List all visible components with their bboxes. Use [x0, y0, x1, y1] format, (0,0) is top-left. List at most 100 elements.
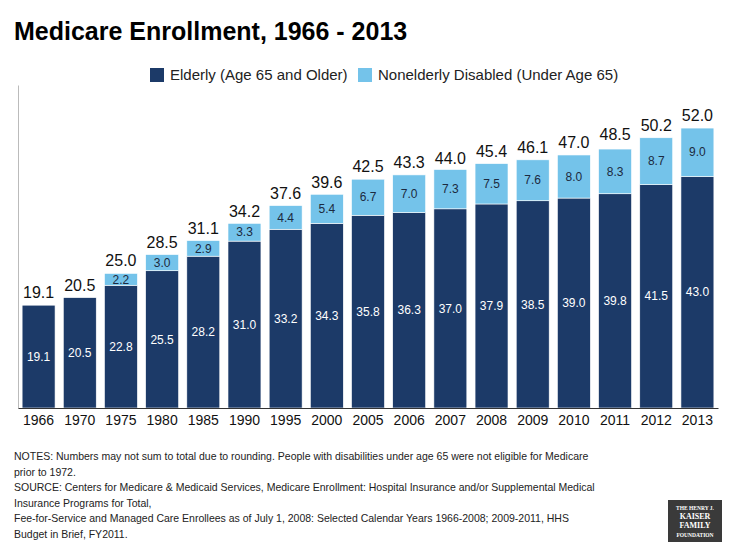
data-label: 20.5: [68, 346, 92, 360]
logo: THE HENRY J.KAISERFAMILYFOUNDATION: [668, 500, 722, 542]
data-label: 35.8: [356, 305, 380, 319]
x-tick: 2008: [476, 408, 507, 428]
x-tick: 2009: [517, 408, 548, 428]
total-label: 50.2: [641, 117, 672, 134]
data-label: 8.7: [648, 154, 665, 168]
bar-segment: [146, 271, 179, 408]
total-label: 43.3: [394, 154, 425, 171]
x-tick-label: 2000: [311, 412, 342, 428]
logo-text: FOUNDATION: [676, 532, 713, 538]
bar-segment: [228, 241, 261, 408]
x-tick: 2005: [352, 408, 383, 428]
bar-segment: [63, 298, 96, 408]
x-tick: 2000: [311, 408, 342, 428]
x-tick-label: 2013: [682, 412, 713, 428]
total-label: 31.1: [188, 220, 219, 237]
bar-segment: [599, 149, 632, 194]
data-label: 7.0: [401, 187, 418, 201]
total-label: 37.6: [270, 185, 301, 202]
data-label: 31.0: [233, 318, 257, 332]
x-tick: 2007: [435, 408, 466, 428]
total-label: 39.6: [311, 174, 342, 191]
x-tick-label: 2008: [476, 412, 507, 428]
data-label: 39.0: [562, 296, 586, 310]
x-tick: 1975: [105, 408, 136, 428]
bar-segment: [434, 170, 467, 209]
note-line: SOURCE: Centers for Medicare & Medicaid …: [14, 481, 595, 493]
bar-segment: [640, 138, 673, 185]
x-tick: 1970: [64, 408, 95, 428]
total-label: 34.2: [229, 203, 260, 220]
data-label: 34.3: [315, 309, 339, 323]
x-tick-label: 1985: [188, 412, 219, 428]
data-label: 7.6: [524, 173, 541, 187]
x-tick: 1980: [147, 408, 178, 428]
total-label: 44.0: [435, 150, 466, 167]
bar-segment: [269, 206, 302, 230]
total-label: 28.5: [147, 234, 178, 251]
logo-box: [668, 500, 722, 542]
logo-text: KAISER: [680, 512, 711, 521]
bar-segment: [681, 177, 714, 408]
x-tick: 1985: [188, 408, 219, 428]
note-line: Fee-for-Service and Managed Care Enrolle…: [14, 512, 569, 524]
data-label: 41.5: [645, 289, 669, 303]
note-line: Insurance Programs for Total,: [14, 497, 152, 509]
data-label: 36.3: [397, 303, 421, 317]
x-tick: 1966: [23, 408, 54, 428]
x-tick: 2012: [641, 408, 672, 428]
x-tick-label: 1995: [270, 412, 301, 428]
data-label: 39.8: [603, 294, 627, 308]
x-tick-label: 1966: [23, 412, 54, 428]
x-axis-line: [19, 408, 719, 409]
data-label: 6.7: [360, 190, 377, 204]
data-labels: 19.120.522.825.528.231.033.234.335.836.3…: [23, 107, 713, 364]
data-label: 22.8: [109, 340, 133, 354]
x-tick-label: 1970: [64, 412, 95, 428]
data-label: 3.3: [236, 225, 253, 239]
data-label: 9.0: [689, 145, 706, 159]
bar-segment: [681, 128, 714, 176]
data-label: 38.5: [521, 298, 545, 312]
x-tick: 2013: [682, 408, 713, 428]
data-label: 28.2: [192, 325, 216, 339]
data-label: 37.9: [480, 299, 504, 313]
bar-segment: [22, 305, 55, 408]
note-line: NOTES: Numbers may not sum to total due …: [14, 450, 588, 462]
bar-segment: [434, 209, 467, 408]
data-label: 5.4: [318, 202, 335, 216]
bar-segment: [310, 194, 343, 223]
title: Medicare Enrollment, 1966 - 2013: [14, 17, 407, 45]
bar-segment: [557, 155, 590, 198]
bar-segment: [516, 201, 549, 408]
y-axis-line: [18, 86, 19, 409]
x-tick-label: 2011: [600, 412, 630, 428]
x-tick-label: 2007: [435, 412, 466, 428]
bar-segment: [146, 255, 179, 271]
bar-segment: [352, 179, 385, 215]
bar-segment: [187, 241, 220, 257]
data-label: 43.0: [686, 285, 710, 299]
data-label: 19.1: [27, 350, 51, 364]
x-tick-label: 2006: [394, 412, 425, 428]
total-label: 20.5: [64, 277, 95, 294]
bar-segment: [393, 213, 426, 408]
x-tick-label: 2005: [352, 412, 383, 428]
bar-segment: [475, 164, 508, 204]
bar-segment: [352, 215, 385, 408]
x-tick: 1995: [270, 408, 301, 428]
bar-segment: [269, 229, 302, 408]
notes: NOTES: Numbers may not sum to total due …: [14, 450, 595, 540]
bar-segment: [475, 204, 508, 408]
x-tick: 2006: [394, 408, 425, 428]
data-label: 33.2: [274, 312, 298, 326]
legend-label: Nonelderly Disabled (Under Age 65): [378, 66, 618, 83]
bar-segment: [187, 256, 220, 408]
bar-segment: [557, 198, 590, 408]
x-tick-label: 2012: [641, 412, 672, 428]
legend-swatch: [358, 68, 372, 82]
bar-segment: [640, 185, 673, 408]
bar-segment: [228, 223, 261, 241]
legend-swatch: [150, 68, 164, 82]
data-label: 37.0: [439, 302, 463, 316]
